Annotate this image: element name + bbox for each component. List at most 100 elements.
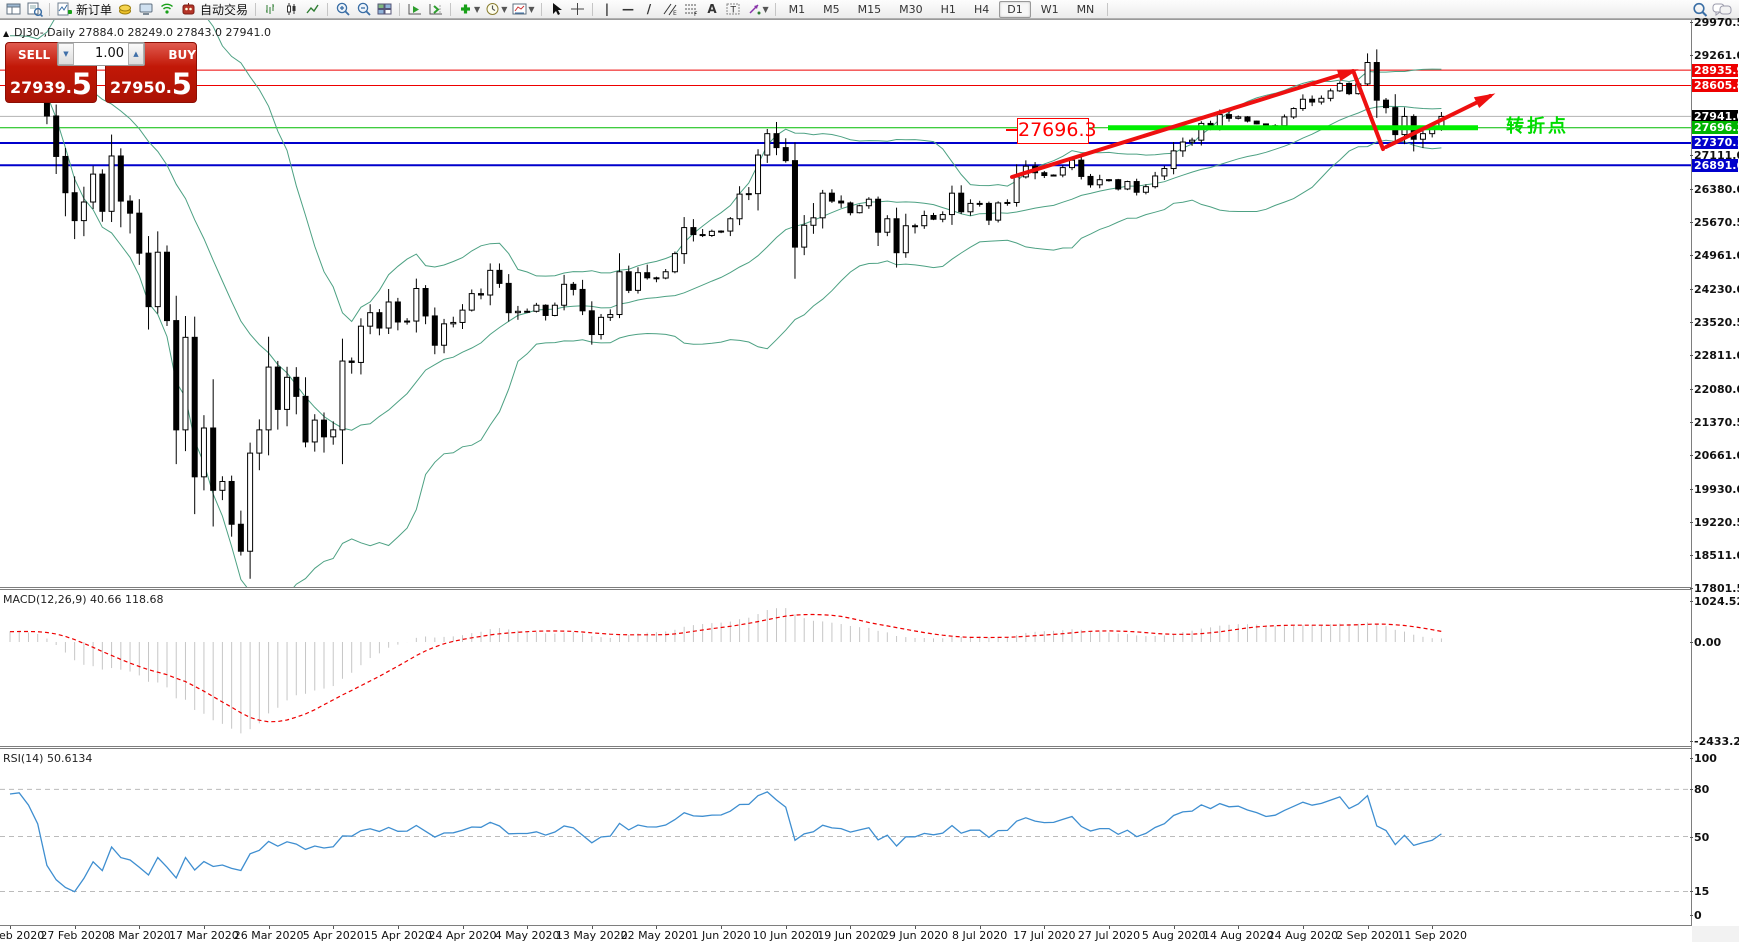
candle-bear <box>828 192 835 202</box>
date-tick <box>1173 926 1175 929</box>
pane-separator[interactable] <box>0 589 1691 590</box>
price-level-badge: 28605.8 <box>1692 78 1739 92</box>
candle-bear <box>653 277 660 280</box>
timeframe-button-mn[interactable]: MN <box>1076 2 1095 16</box>
candle-bear <box>422 288 429 317</box>
timeframe-button-d1[interactable]: D1 <box>999 0 1031 18</box>
candle-bull <box>939 214 946 220</box>
volume-increase-button[interactable]: ▲ <box>128 43 144 65</box>
tile-windows-icon[interactable] <box>375 1 394 18</box>
signals-icon[interactable] <box>158 1 177 18</box>
autotrade-icon[interactable] <box>179 1 198 18</box>
price-tick: 29970.5 <box>1689 16 1739 29</box>
auto-scroll-icon[interactable] <box>405 1 424 18</box>
candle-bull <box>1142 186 1149 193</box>
candle-bull <box>718 230 725 233</box>
panels-icon[interactable] <box>4 1 23 18</box>
timeframe-button-w1[interactable]: W1 <box>1040 2 1059 16</box>
timeframe-button-m1[interactable]: M1 <box>788 2 806 16</box>
template-icon[interactable] <box>510 1 529 18</box>
timeframe-button-h4[interactable]: H4 <box>973 2 990 16</box>
level-price-label[interactable]: 27696.3 <box>1017 118 1097 144</box>
date-tick <box>74 926 76 929</box>
volume-decrease-button[interactable]: ▼ <box>58 43 74 65</box>
label-tool-icon[interactable]: T <box>724 1 743 18</box>
template-dropdown-icon[interactable]: ▼ <box>528 4 535 14</box>
candle-bull <box>634 272 641 291</box>
candle-bear <box>53 115 60 157</box>
mql5-community-icon[interactable] <box>137 1 156 18</box>
candle-bull <box>902 225 909 254</box>
arrows-tool-icon[interactable] <box>745 1 764 18</box>
main-chart-pane[interactable] <box>0 20 1691 587</box>
search-icon[interactable] <box>1691 1 1710 18</box>
date-tick <box>915 926 917 929</box>
rsi-axis-tick: 80 <box>1689 783 1710 797</box>
new-order-button[interactable]: 新订单 <box>76 2 113 17</box>
gold-icon[interactable] <box>116 1 135 18</box>
candle-bear <box>505 282 512 314</box>
pane-separator[interactable] <box>0 587 1691 588</box>
candle-bear <box>542 304 549 316</box>
candle-bull <box>1161 168 1168 177</box>
buy-price-main: 27950. <box>110 78 172 97</box>
chat-icon[interactable] <box>1712 1 1732 18</box>
volume-value[interactable]: 1.00 <box>95 46 124 61</box>
period-icon[interactable] <box>483 1 502 18</box>
candle-bear <box>376 312 383 329</box>
fibonacci-tool-icon[interactable]: F <box>682 1 701 18</box>
timeframe-button-h1[interactable]: H1 <box>940 2 956 16</box>
channel-tool-icon[interactable]: E <box>661 1 680 18</box>
vertical-line-tool-icon[interactable]: | <box>604 2 610 16</box>
price-axis[interactable]: 29970.529261.027111.026380.025670.524961… <box>1689 16 1739 926</box>
indicators-dropdown-icon[interactable]: ▼ <box>474 4 481 14</box>
candle-bull <box>1299 98 1306 110</box>
indicators-icon[interactable] <box>456 1 475 18</box>
one-click-collapse-icon[interactable]: ▲ <box>3 29 10 38</box>
candle-bear <box>394 301 401 323</box>
timeframe-button-m5[interactable]: M5 <box>823 2 840 16</box>
macd-pane[interactable] <box>0 590 1691 746</box>
candle-bear <box>579 288 586 312</box>
bar-chart-icon[interactable] <box>261 1 280 18</box>
turning-point-label[interactable]: 转折点 <box>1506 116 1569 137</box>
macd-axis-tick: 0.00 <box>1689 636 1722 649</box>
candle-bull <box>681 227 688 255</box>
autotrade-button[interactable]: 自动交易 <box>200 2 249 17</box>
text-tool-icon[interactable]: A <box>707 2 717 16</box>
candle-bull <box>468 293 475 311</box>
candlestick-chart-icon[interactable] <box>282 1 301 18</box>
pane-separator[interactable] <box>0 746 1691 747</box>
price-tick: 19220.5 <box>1689 516 1739 529</box>
candle-bull <box>80 201 87 222</box>
price-tick: 21370.5 <box>1689 416 1739 429</box>
arrows-dropdown-icon[interactable]: ▼ <box>762 4 769 14</box>
crosshair-icon[interactable] <box>568 1 587 18</box>
candle-bear <box>773 133 780 149</box>
cursor-icon[interactable] <box>547 1 566 18</box>
line-chart-icon[interactable] <box>303 1 322 18</box>
candle-bear <box>302 395 309 443</box>
candle-bear <box>958 192 965 213</box>
zoom-out-icon[interactable] <box>354 1 373 18</box>
timeframe-button-m30[interactable]: M30 <box>899 2 923 16</box>
date-tick <box>1302 926 1304 929</box>
zoom-in-icon[interactable] <box>333 1 352 18</box>
horizontal-line-tool-icon[interactable]: — <box>622 2 634 16</box>
data-window-icon[interactable] <box>25 1 44 18</box>
timeframe-button-m15[interactable]: M15 <box>857 2 882 16</box>
new-order-icon[interactable] <box>55 1 74 18</box>
period-dropdown-icon[interactable]: ▼ <box>501 4 508 14</box>
level-label-dash <box>1006 129 1017 131</box>
trendline-tool-icon[interactable]: / <box>646 2 652 16</box>
candle-bear <box>163 251 170 322</box>
pane-separator[interactable] <box>0 748 1691 749</box>
candle-bull <box>1096 179 1103 186</box>
macd-axis-tick: -2433.25 <box>1690 735 1739 748</box>
price-level-badge: 28935.9 <box>1692 63 1739 77</box>
candle-bull <box>219 480 226 491</box>
buy-price: 27950. 5 <box>106 70 196 99</box>
chart-shift-icon[interactable] <box>426 1 445 18</box>
